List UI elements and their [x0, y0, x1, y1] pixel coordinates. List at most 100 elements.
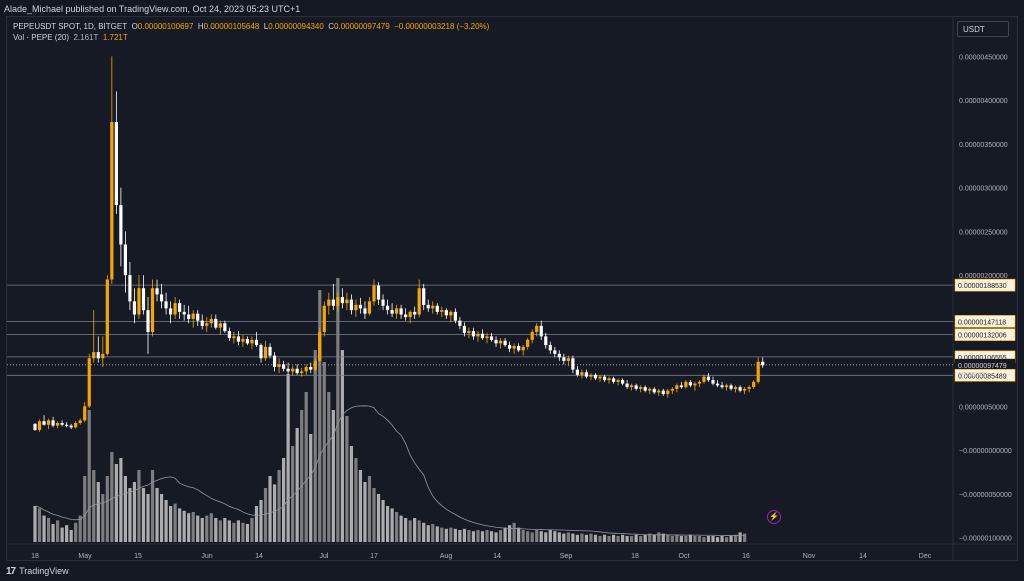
volume-bar: [724, 537, 729, 542]
x-tick-label: Nov: [803, 553, 816, 560]
chart-pane[interactable]: 0.00000450000 0.00000400000 0.00000350000 0…: [6, 16, 1018, 561]
candle-body: [205, 323, 209, 326]
candle-body: [123, 244, 127, 276]
candle-body: [241, 339, 245, 342]
x-tick-label: Sep: [560, 553, 573, 560]
volume-bar: [616, 536, 620, 542]
volume-bar: [209, 513, 213, 542]
candle-body: [702, 376, 706, 382]
volume-bar: [101, 494, 105, 542]
volume-bar: [485, 530, 489, 542]
volume-bar: [385, 506, 390, 542]
volume-bar: [376, 494, 381, 542]
volume-bar: [37, 508, 42, 542]
volume-bar: [354, 458, 358, 542]
candle-body: [553, 350, 557, 354]
x-tick-label: Oct: [679, 553, 690, 560]
volume-bar: [223, 518, 227, 542]
candle-body: [367, 301, 372, 314]
price-chart[interactable]: 0.00000450000 0.00000400000 0.00000350000 0…: [7, 17, 1017, 560]
volume-bar: [566, 532, 570, 542]
legend-symbol[interactable]: PEPEUSDT SPOT, 1D, BITGET: [13, 22, 128, 31]
candle-body: [643, 387, 647, 391]
legend-low: 0.00000094340: [268, 22, 324, 31]
volume-bar: [697, 536, 702, 542]
tradingview-logo[interactable]: 17 TradingView: [6, 564, 69, 578]
price-level-label: 0.00000188530: [958, 283, 1007, 290]
volume-bar: [345, 416, 349, 542]
volume-bar: [535, 530, 539, 542]
volume-bar: [263, 488, 268, 542]
volume-bar: [449, 527, 453, 542]
volume-bar: [92, 470, 96, 542]
legend-change: −0.00000003218 (−3.20%): [394, 22, 490, 31]
candle-body: [625, 383, 629, 388]
candle-body: [56, 423, 60, 426]
candle-body: [589, 374, 593, 377]
legend-volume-label[interactable]: Vol · PEPE (20): [13, 33, 70, 42]
volume-bar: [625, 536, 629, 542]
candle-body: [761, 361, 765, 366]
y-tick-label: −0.00000000000: [959, 448, 1012, 455]
legend-volume-row: Vol · PEPE (20) 2.161T 1.721T: [13, 32, 489, 43]
legend-close: 0.00000097479: [334, 22, 390, 31]
candle-body: [214, 318, 218, 328]
price-level-tag: [954, 369, 1016, 382]
candle-body: [191, 313, 195, 319]
volume-bar: [159, 494, 164, 542]
candle-body: [539, 325, 543, 337]
volume-bar: [593, 534, 598, 542]
candle-body: [679, 385, 683, 388]
x-tick-label: May: [78, 553, 92, 560]
volume-bar: [254, 506, 259, 542]
candle-body: [503, 340, 507, 346]
volume-bar: [381, 500, 385, 542]
candle-body: [169, 308, 173, 315]
candle-body: [715, 383, 720, 386]
volume-bar: [444, 528, 448, 542]
x-tick-label: 16: [742, 553, 750, 560]
volume-bar: [331, 410, 335, 542]
volume-bar: [580, 533, 584, 542]
candle-body: [69, 425, 73, 428]
candle-body: [295, 368, 299, 374]
volume-bar: [634, 534, 638, 542]
volume-bar: [272, 484, 277, 542]
volume-ma-line: [34, 405, 745, 536]
candle-body: [711, 380, 715, 384]
volume-bar: [42, 515, 46, 542]
candle-body: [87, 358, 91, 407]
volume-bar: [548, 530, 552, 542]
tradingview-wordmark: TradingView: [19, 566, 69, 576]
candle-body: [92, 352, 96, 359]
candle-body: [602, 376, 607, 381]
lightning-icon[interactable]: ⚡: [767, 510, 781, 524]
candle-body: [340, 297, 344, 304]
candle-body: [598, 376, 602, 379]
candle-body: [105, 279, 109, 354]
candle-body: [46, 420, 51, 425]
volume-bar: [214, 518, 218, 542]
volume-bar: [711, 536, 715, 542]
volume-bar: [422, 522, 426, 542]
volume-bar: [684, 536, 688, 542]
volume-bar: [137, 470, 141, 542]
candle-body: [327, 299, 331, 306]
volume-bar: [83, 476, 87, 542]
volume-bar: [309, 434, 313, 542]
candle-body: [738, 387, 742, 391]
volume-bar: [367, 476, 372, 542]
candle-body: [404, 314, 408, 318]
volume-bar: [187, 513, 191, 542]
published-byline: Alade_Michael published on TradingView.c…: [4, 4, 301, 14]
candle-body: [616, 380, 620, 382]
candle-body: [752, 381, 756, 388]
volume-bar: [110, 452, 114, 542]
candle-body: [232, 336, 236, 339]
volume-bar: [530, 532, 534, 542]
volume-bar: [476, 530, 480, 542]
currency-button[interactable]: USDT: [957, 21, 1009, 37]
volume-bar: [141, 488, 146, 542]
volume-bar: [236, 520, 240, 542]
volume-bar: [575, 534, 579, 542]
